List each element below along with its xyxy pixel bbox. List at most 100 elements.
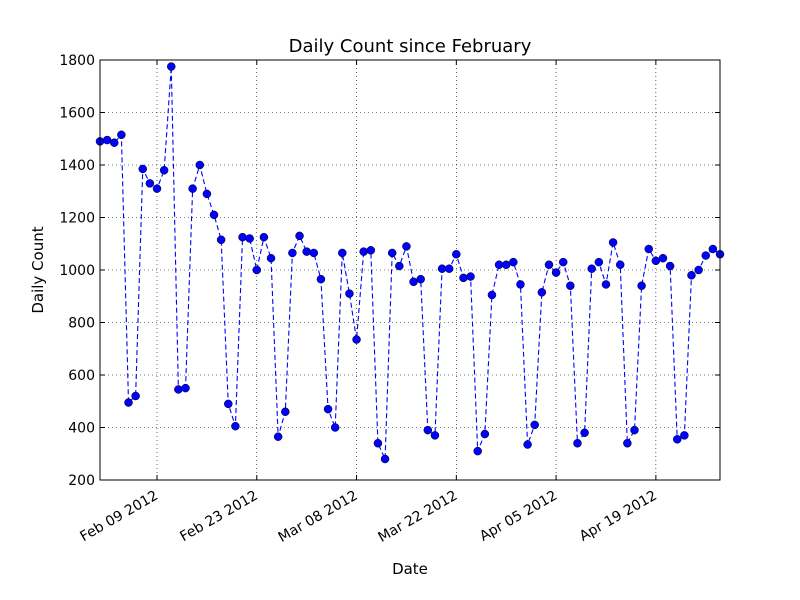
- data-point: [380, 454, 390, 464]
- data-point: [501, 260, 511, 269]
- data-point: [509, 257, 518, 267]
- data-point: [630, 425, 639, 435]
- data-point: [345, 289, 354, 298]
- y-tick-label: 1400: [59, 158, 95, 174]
- series: [95, 62, 725, 464]
- data-point: [402, 242, 411, 251]
- x-tick-label: Mar 22 2012: [375, 488, 460, 546]
- data-point: [651, 256, 661, 266]
- data-point: [701, 251, 710, 260]
- data-point: [295, 231, 304, 241]
- data-point: [551, 268, 561, 277]
- data-point: [252, 265, 262, 275]
- y-tick-label: 600: [68, 368, 95, 384]
- data-point: [594, 257, 604, 267]
- data-point: [209, 210, 219, 220]
- data-point: [231, 421, 240, 431]
- data-point: [601, 280, 611, 289]
- data-point: [131, 391, 140, 401]
- plot-frame: [99, 59, 721, 481]
- data-point: [124, 398, 133, 407]
- data-point: [430, 431, 440, 440]
- y-tick-label: 1600: [59, 106, 95, 122]
- data-point: [395, 261, 404, 271]
- data-point: [152, 184, 162, 193]
- data-point: [437, 264, 447, 273]
- data-point: [316, 274, 326, 284]
- data-point: [117, 130, 126, 140]
- data-point: [138, 164, 148, 174]
- data-point: [216, 235, 226, 245]
- x-tick-label: Feb 09 2012: [78, 488, 161, 545]
- y-tick-label: 400: [68, 421, 95, 437]
- data-point: [167, 62, 176, 71]
- data-point: [416, 274, 425, 284]
- data-point: [672, 435, 682, 444]
- data-point: [302, 247, 311, 256]
- data-point: [145, 179, 155, 188]
- y-tick-label: 1200: [59, 211, 95, 227]
- data-point: [644, 244, 653, 254]
- y-tick-label: 1000: [59, 263, 95, 279]
- x-tick-label: Feb 23 2012: [177, 488, 260, 545]
- data-point: [266, 253, 276, 263]
- chart-title: Daily Count since February: [289, 36, 532, 57]
- data-point: [352, 335, 361, 344]
- data-point: [587, 264, 596, 273]
- data-point: [323, 404, 333, 414]
- data-point: [665, 261, 675, 271]
- data-point: [558, 257, 568, 267]
- data-point: [309, 248, 319, 258]
- data-point: [573, 439, 582, 448]
- data-point: [494, 260, 504, 269]
- data-point: [174, 385, 183, 394]
- data-point: [523, 440, 532, 449]
- x-tick-label: Mar 08 2012: [276, 488, 361, 546]
- y-tick-label: 1800: [59, 53, 95, 69]
- data-point: [452, 250, 461, 259]
- x-tick-labels: Feb 09 2012 Feb 23 2012 Mar 08 2012 Mar 22 …: [78, 488, 660, 546]
- data-point: [245, 234, 254, 243]
- data-point: [480, 429, 490, 439]
- data-point: [273, 432, 283, 441]
- data-point: [387, 248, 397, 258]
- data-point: [658, 253, 668, 263]
- data-point: [680, 431, 689, 440]
- data-point: [487, 290, 497, 300]
- data-point: [423, 425, 433, 435]
- data-point: [110, 138, 119, 147]
- data-point: [159, 166, 169, 175]
- y-tick-label: 200: [68, 473, 95, 489]
- data-point: [473, 446, 482, 456]
- data-point: [608, 238, 618, 247]
- data-point: [181, 383, 190, 393]
- series-line: [99, 66, 721, 460]
- data-point: [544, 260, 554, 269]
- data-point: [516, 280, 525, 289]
- data-point: [623, 439, 632, 448]
- y-axis-label: Daily Count: [29, 226, 47, 313]
- data-point: [637, 281, 646, 290]
- y-tick-labels: 200 400 600 800 1000 1200 1400 1600 1800: [59, 53, 95, 489]
- data-point: [259, 232, 269, 242]
- data-point: [687, 271, 696, 280]
- data-point: [288, 248, 297, 258]
- data-point: [580, 428, 589, 437]
- data-point: [102, 135, 112, 145]
- data-point: [409, 277, 418, 287]
- data-point: [188, 184, 197, 193]
- data-point: [281, 407, 290, 416]
- data-point: [338, 248, 347, 258]
- data-point: [366, 246, 376, 255]
- data-point: [537, 288, 547, 297]
- x-tick-label: Apr 19 2012: [577, 488, 660, 545]
- y-tick-label: 800: [68, 316, 95, 332]
- data-point: [466, 272, 475, 281]
- x-tick-label: Apr 05 2012: [477, 488, 560, 545]
- data-point: [459, 273, 468, 283]
- data-point: [373, 439, 383, 448]
- data-point: [530, 420, 539, 430]
- data-point: [202, 189, 212, 199]
- data-point: [566, 281, 575, 290]
